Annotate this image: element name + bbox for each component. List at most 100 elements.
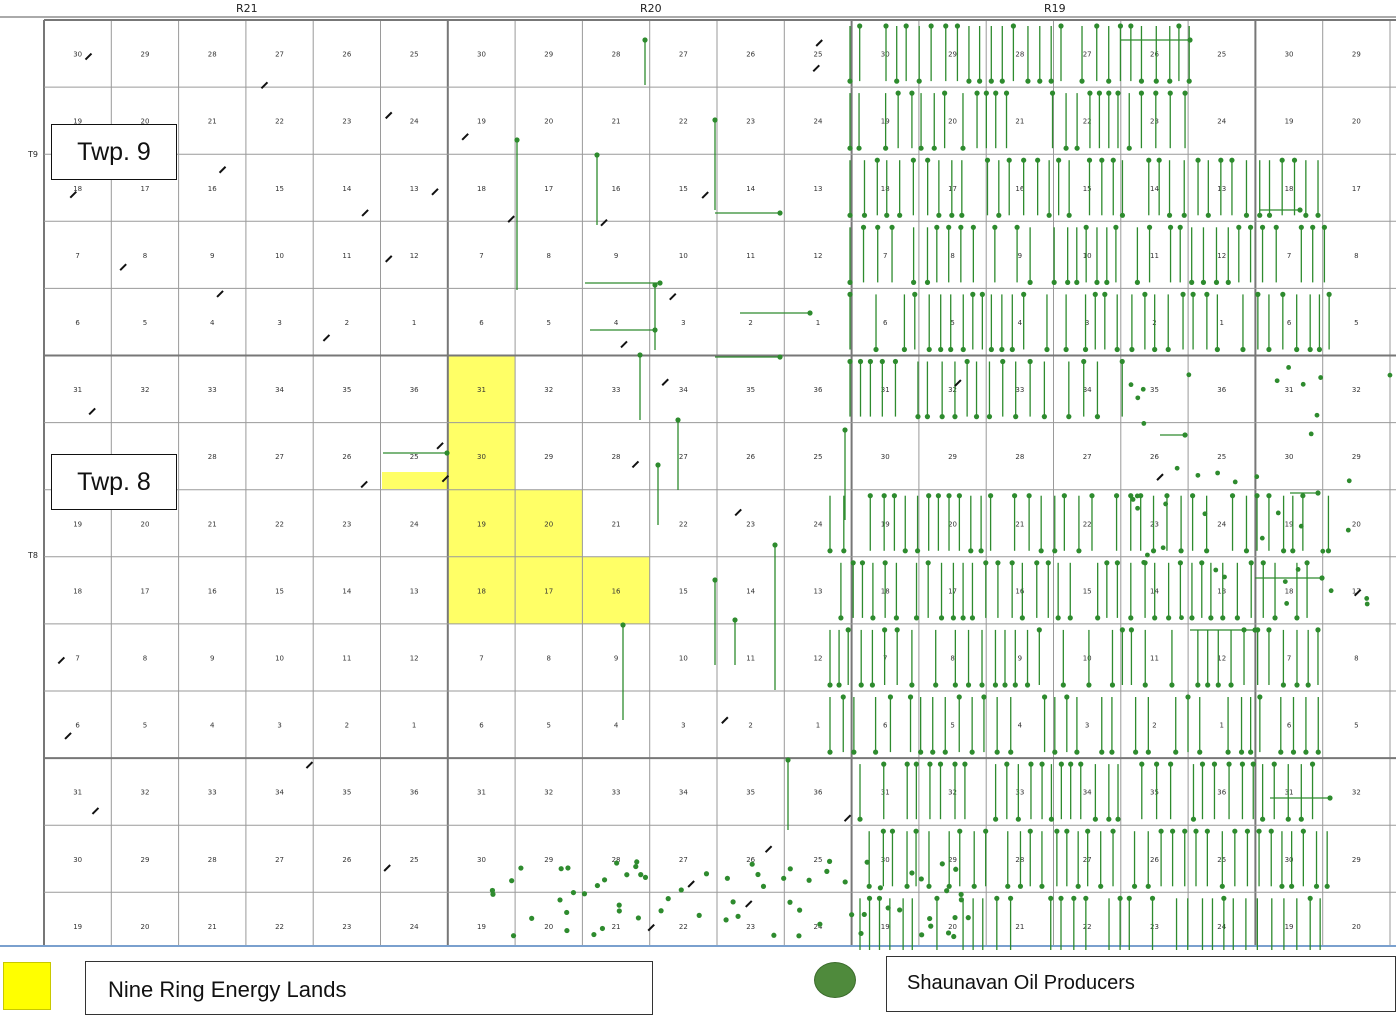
producer-well — [1012, 682, 1018, 688]
producer-well — [1081, 358, 1087, 365]
producers-legend-label: Shaunavan Oil Producers — [907, 972, 1135, 994]
section-number: 11 — [1150, 252, 1159, 260]
section-number: 23 — [1150, 923, 1159, 931]
well-symbol — [687, 880, 695, 888]
producer-well — [883, 145, 889, 151]
section-number: 35 — [342, 789, 351, 797]
producer-well — [1145, 552, 1150, 558]
section-number: 32 — [544, 386, 553, 394]
producer-well — [1185, 694, 1191, 700]
producer-well — [601, 877, 608, 883]
producer-well — [1021, 157, 1027, 163]
producer-well — [1300, 828, 1306, 834]
section-number: 3 — [277, 319, 281, 327]
producer-well — [894, 627, 900, 633]
producer-well — [1110, 157, 1116, 163]
producer-well — [1135, 395, 1141, 401]
producer-well — [652, 282, 658, 288]
producer-well — [1119, 212, 1126, 218]
section-number: 16 — [1015, 587, 1024, 595]
well-symbol — [119, 263, 127, 271]
producer-well — [1271, 761, 1277, 767]
section-number: 6 — [1287, 722, 1292, 730]
section-number: 31 — [477, 789, 486, 797]
section-number: 10 — [679, 252, 688, 260]
land-parcel — [447, 556, 516, 624]
well-symbol — [647, 923, 655, 932]
producer-well — [1364, 596, 1370, 601]
producer-well — [910, 157, 916, 163]
producer-well — [1294, 682, 1300, 688]
producer-well — [1054, 828, 1060, 834]
section-number: 24 — [1217, 118, 1226, 126]
section-number: 26 — [342, 856, 351, 864]
section-number: 17 — [140, 587, 149, 595]
producer-well — [1195, 682, 1201, 688]
section-number: 19 — [477, 118, 486, 126]
producer-well — [1266, 346, 1272, 353]
section-number: 5 — [950, 319, 954, 327]
producer-well — [892, 358, 899, 365]
well-symbol — [69, 190, 77, 199]
section-number: 29 — [544, 51, 553, 59]
producer-well — [1236, 224, 1242, 230]
producer-well — [953, 866, 959, 872]
producer-well — [943, 23, 949, 29]
section-number: 26 — [746, 453, 755, 461]
producer-well — [1305, 682, 1311, 688]
section-number: 33 — [1015, 386, 1024, 394]
producer-well — [652, 327, 658, 333]
producer-well — [966, 78, 972, 84]
section-number: 12 — [1217, 654, 1226, 662]
section-number: 5 — [547, 722, 551, 730]
producer-well — [1195, 157, 1201, 163]
producer-well — [1214, 346, 1220, 353]
producer-well — [934, 224, 940, 230]
section-number: 22 — [1083, 923, 1092, 931]
section-number: 11 — [342, 654, 351, 662]
producer-well — [1180, 291, 1186, 297]
producer-well — [1083, 224, 1089, 230]
producer-well — [1193, 828, 1199, 834]
producer-well — [1094, 279, 1100, 285]
producer-well — [952, 914, 958, 921]
producer-well — [1189, 279, 1195, 285]
producer-well — [876, 895, 883, 901]
producer-well — [1034, 560, 1040, 566]
producer-well — [1190, 493, 1196, 499]
producer-well — [1068, 761, 1074, 767]
section-number: 29 — [1352, 51, 1361, 59]
producer-well — [1126, 145, 1132, 151]
producer-well — [1005, 883, 1011, 889]
section-number: 15 — [275, 587, 284, 595]
section-number: 8 — [547, 252, 551, 260]
section-number: 20 — [140, 118, 149, 126]
producer-well — [1197, 749, 1203, 755]
producer-well — [1275, 510, 1281, 516]
producer-well — [1387, 372, 1393, 378]
producer-legend-dot — [814, 962, 856, 998]
producer-well — [1195, 472, 1201, 478]
section-number: 4 — [210, 722, 215, 730]
producer-well — [981, 694, 987, 700]
well-symbol — [57, 656, 66, 665]
producer-well — [1254, 493, 1260, 499]
producer-well — [1204, 548, 1210, 554]
producer-well — [1290, 548, 1296, 554]
producer-well — [1113, 493, 1120, 499]
producer-well — [1064, 828, 1070, 834]
section-number: 17 — [544, 587, 553, 595]
well-symbol — [600, 219, 608, 227]
section-number: 24 — [1217, 923, 1226, 931]
producer-well — [1228, 682, 1234, 688]
land-parcel — [447, 422, 516, 490]
producer-well — [1141, 560, 1147, 565]
section-number: 22 — [679, 923, 688, 931]
producer-well — [994, 895, 1000, 901]
producer-well — [1243, 548, 1250, 554]
producer-well — [665, 896, 671, 902]
section-number: 15 — [275, 185, 284, 193]
producer-well — [1038, 548, 1044, 554]
producer-well — [1064, 694, 1070, 700]
section-number: 6 — [883, 722, 888, 730]
